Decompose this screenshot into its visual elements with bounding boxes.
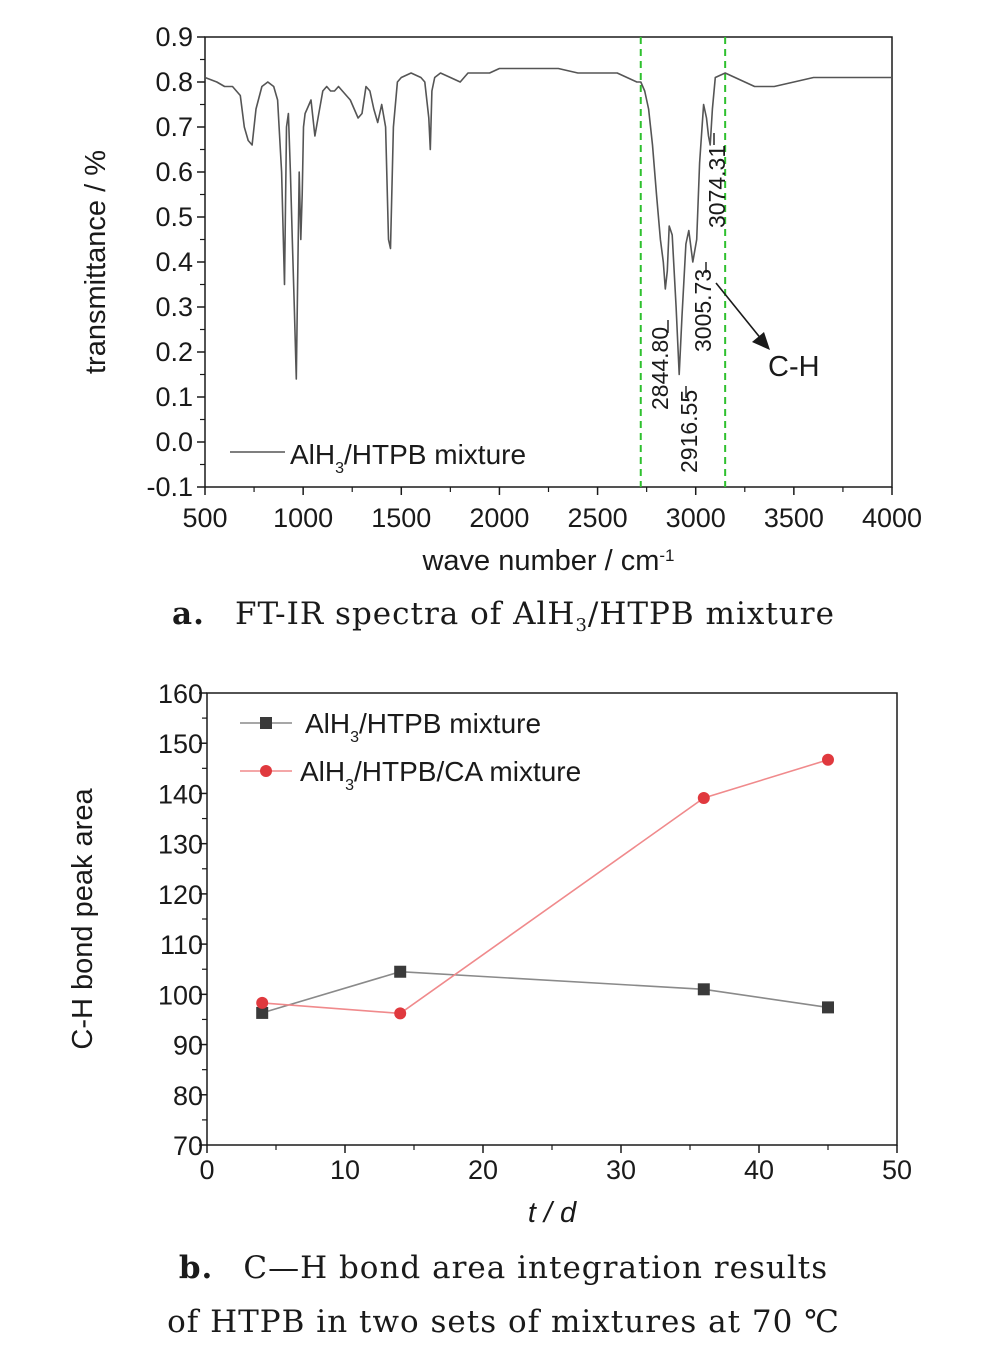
caption-a: a. FT-IR spectra of AlH3/HTPB mixture [0,596,1007,636]
x-axis-label-b: t / d [528,1197,577,1229]
y-tick-label-a: 0.2 [155,337,193,367]
y-tick-label-b: 160 [158,679,203,709]
legend-sub-b: 3 [345,777,354,794]
legend-suffix-b: /HTPB mixture [359,708,541,739]
legend-label-b: AlH3/HTPB mixture [305,708,541,746]
y-tick-label-a: -0.1 [146,472,193,502]
y-tick-label-a: 0.1 [155,382,193,412]
caption-b-letter: b. [178,1250,214,1286]
legend-marker-square [260,717,272,729]
ch-arrow-head [752,332,770,350]
y-tick-label-b: 100 [158,980,203,1010]
caption-a-text-end: /HTPB mixture [587,596,835,632]
data-point-square [822,1001,834,1014]
data-point-square [256,1006,269,1019]
x-tick-label-b: 0 [199,1155,214,1185]
caption-b-line2: of HTPB in two sets of mixtures at 70 ℃ [0,1304,1007,1340]
data-point-circle [697,791,710,804]
peak-label: 3005.73 [690,269,716,352]
spectrum-line [204,67,892,380]
peak-label: 2844.80 [647,327,673,410]
y-tick-label-b: 80 [173,1081,203,1111]
x-axis-label-a: wave number / cm-1 [421,545,674,577]
caption-b-text1: C—H bond area integration results [243,1250,829,1286]
y-tick-label-a: 0.8 [155,67,193,97]
x-tick-label-b: 50 [882,1155,912,1185]
y-axis-label-b: C-H bond peak area [67,788,99,1050]
y-tick-label-a: 0.5 [155,202,193,232]
y-tick-label-a: 0.3 [155,292,193,322]
y-tick-label-b: 110 [160,930,203,960]
x-tick-label-a: 1500 [371,503,431,533]
legend-suffix-b: /HTPB/CA mixture [354,756,581,787]
y-axis-label-a: transmittance / % [80,150,112,374]
y-tick-label-b: 150 [158,729,203,759]
y-tick-label-b: 70 [173,1131,203,1161]
y-tick-label-a: 0.7 [155,112,193,142]
data-point-circle [394,1007,407,1020]
y-tick-label-a: 0.0 [155,427,193,457]
y-tick-label-a: 0.6 [155,157,193,187]
legend-suffix-a: /HTPB mixture [344,439,526,470]
x-tick-label-b: 20 [468,1155,498,1185]
caption-a-sub: 3 [575,615,588,637]
y-tick-label-b: 120 [158,880,203,910]
x-tick-label-a: 3000 [666,503,726,533]
data-point-square [394,965,407,978]
y-tick-label-b: 90 [173,1031,203,1061]
x-tick-label-a: 2000 [469,503,529,533]
x-tick-label-a: 4000 [862,503,922,533]
y-tick-label-b: 130 [158,830,203,860]
y-tick-label-a: 0.4 [155,247,193,277]
x-axis-label-sup-a: -1 [659,546,674,565]
caption-a-text: FT-IR spectra of AlH [234,596,576,632]
y-tick-label-b: 140 [158,779,203,809]
data-point-square [697,983,710,996]
x-tick-label-a: 2500 [568,503,628,533]
caption-b-line1: b. C—H bond area integration results [0,1250,1007,1286]
series-line-1 [261,970,829,1014]
ch-arrow-line [715,282,763,341]
x-tick-label-a: 3500 [764,503,824,533]
x-tick-label-b: 30 [606,1155,636,1185]
chart-b-peak-area: 0 10 20 30 40 50 70 80 90 100 110 120 130 140 150 160 t … [67,679,912,1229]
legend-label-b: AlH3/HTPB/CA mixture [300,756,581,794]
peak-label: 3074.31 [704,145,730,228]
legend-marker-circle [260,765,272,777]
x-tick-label-b: 40 [744,1155,774,1185]
caption-a-letter: a. [172,596,205,632]
x-tick-label-b: 10 [330,1155,360,1185]
x-tick-label-a: 500 [182,503,227,533]
data-point-circle [822,753,834,766]
ch-label: C-H [768,351,820,383]
peak-label: 2916.55 [676,390,702,473]
series-line-2 [262,759,829,1015]
x-tick-label-a: 1000 [273,503,333,533]
caption-b-text2: of HTPB in two sets of mixtures at 70 ℃ [167,1304,840,1340]
legend-sub-b: 3 [350,729,359,746]
legend-sub-a: 3 [335,460,344,477]
chart-a-ftir: 500 1000 1500 2000 2500 3000 3500 4000 -0.1 0.0 0.… [80,22,922,577]
y-tick-label-a: 0.9 [155,22,193,52]
data-point-circle [256,996,269,1009]
